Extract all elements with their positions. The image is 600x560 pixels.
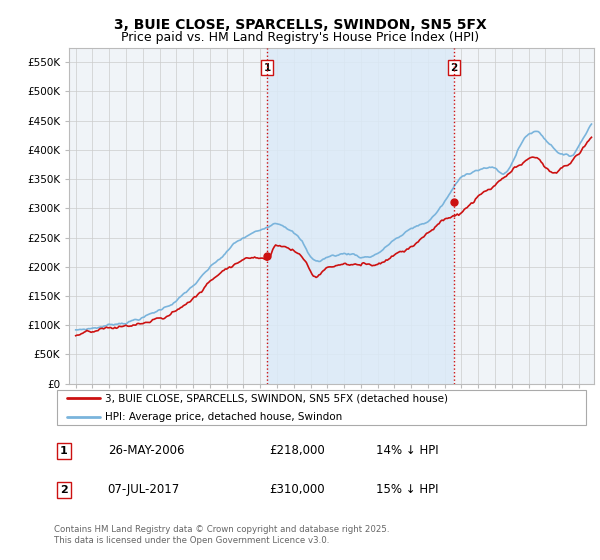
Text: 15% ↓ HPI: 15% ↓ HPI xyxy=(376,483,439,496)
Text: 2: 2 xyxy=(60,484,68,494)
Text: 1: 1 xyxy=(60,446,68,456)
Text: 1: 1 xyxy=(263,63,271,73)
Text: 07-JUL-2017: 07-JUL-2017 xyxy=(108,483,180,496)
Text: 26-MAY-2006: 26-MAY-2006 xyxy=(108,444,184,457)
Text: Price paid vs. HM Land Registry's House Price Index (HPI): Price paid vs. HM Land Registry's House … xyxy=(121,31,479,44)
Text: 2: 2 xyxy=(450,63,457,73)
Text: 3, BUIE CLOSE, SPARCELLS, SWINDON, SN5 5FX: 3, BUIE CLOSE, SPARCELLS, SWINDON, SN5 5… xyxy=(113,18,487,32)
Text: HPI: Average price, detached house, Swindon: HPI: Average price, detached house, Swin… xyxy=(105,412,342,422)
Text: £218,000: £218,000 xyxy=(269,444,325,457)
Text: 14% ↓ HPI: 14% ↓ HPI xyxy=(376,444,439,457)
Text: Contains HM Land Registry data © Crown copyright and database right 2025.
This d: Contains HM Land Registry data © Crown c… xyxy=(54,525,389,545)
Text: £310,000: £310,000 xyxy=(269,483,325,496)
Text: 3, BUIE CLOSE, SPARCELLS, SWINDON, SN5 5FX (detached house): 3, BUIE CLOSE, SPARCELLS, SWINDON, SN5 5… xyxy=(105,393,448,403)
Bar xyxy=(267,48,454,384)
